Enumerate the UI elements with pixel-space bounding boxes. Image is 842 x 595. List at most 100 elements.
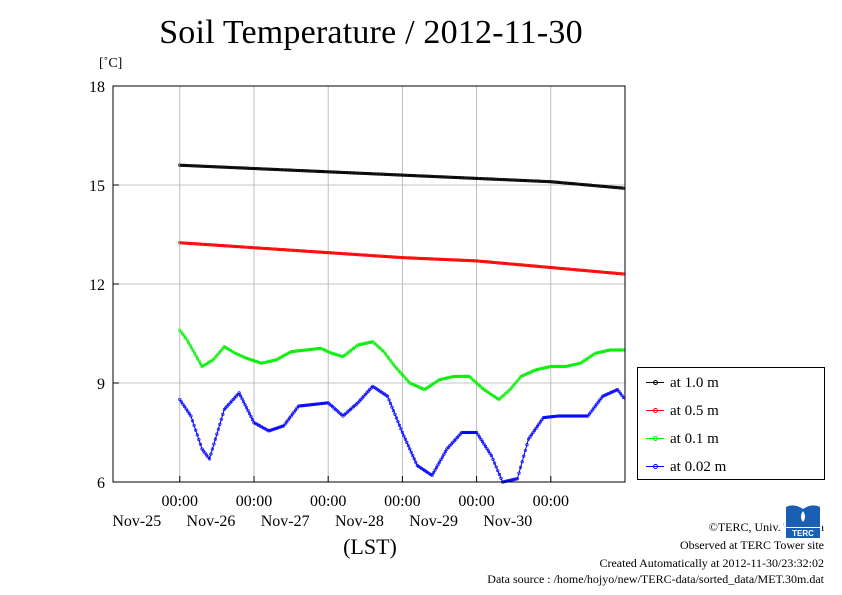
series-point bbox=[434, 257, 439, 261]
legend-label: at 0.5 m bbox=[670, 402, 719, 419]
series-point bbox=[338, 354, 342, 358]
series-point bbox=[494, 465, 498, 469]
series-point bbox=[391, 255, 395, 259]
series-point bbox=[536, 264, 541, 269]
series-point bbox=[532, 264, 536, 268]
legend-item: at 1.0 m bbox=[646, 373, 719, 393]
series-point bbox=[598, 184, 602, 188]
legend-item: at 0.5 m bbox=[646, 401, 719, 421]
series-point bbox=[564, 414, 568, 418]
series-point bbox=[618, 186, 622, 190]
series-point bbox=[595, 270, 599, 274]
series-point bbox=[577, 361, 581, 366]
series-point bbox=[567, 181, 571, 185]
series-point bbox=[577, 268, 581, 272]
series-point bbox=[474, 176, 479, 180]
series-point bbox=[204, 164, 208, 168]
series-point bbox=[260, 246, 264, 250]
series-point bbox=[592, 406, 596, 410]
x-tick-time-label: 00:00 bbox=[162, 493, 198, 510]
series-point bbox=[252, 359, 256, 363]
series-point bbox=[266, 167, 270, 171]
series-point bbox=[532, 428, 537, 433]
series-point bbox=[328, 350, 332, 355]
series-point bbox=[317, 169, 321, 173]
series-point bbox=[437, 460, 442, 464]
series-point bbox=[525, 443, 529, 447]
series-point bbox=[365, 341, 369, 345]
series-point bbox=[190, 419, 195, 423]
series-point bbox=[614, 388, 618, 392]
series-point bbox=[509, 386, 514, 390]
series-point bbox=[233, 166, 238, 170]
series-point bbox=[517, 471, 521, 475]
series-point bbox=[496, 261, 500, 265]
series-point bbox=[599, 350, 603, 354]
series-point bbox=[617, 186, 621, 190]
series-point bbox=[240, 166, 244, 170]
series-point bbox=[613, 348, 617, 352]
series-point bbox=[498, 177, 502, 182]
series-point bbox=[262, 360, 266, 365]
series-point bbox=[580, 414, 584, 418]
series-point bbox=[240, 397, 244, 401]
series-point bbox=[569, 267, 573, 271]
series-point bbox=[283, 248, 287, 252]
series-point bbox=[533, 264, 537, 268]
series-point bbox=[431, 257, 435, 261]
series-point bbox=[464, 430, 468, 435]
series-point bbox=[423, 174, 428, 178]
series-point bbox=[366, 341, 370, 345]
series-point bbox=[544, 415, 548, 419]
series-point bbox=[529, 179, 533, 183]
series-point bbox=[314, 347, 318, 351]
series-point bbox=[468, 176, 473, 180]
series-point bbox=[219, 165, 224, 169]
series-point bbox=[270, 167, 275, 171]
series-point bbox=[530, 179, 534, 183]
series-point bbox=[476, 259, 480, 263]
series-point bbox=[455, 374, 459, 379]
series-point bbox=[210, 165, 214, 169]
series-point bbox=[247, 166, 251, 170]
series-point bbox=[408, 173, 412, 178]
series-point bbox=[296, 349, 301, 353]
series-point bbox=[267, 359, 271, 364]
series-point bbox=[196, 242, 200, 246]
series-point bbox=[229, 244, 233, 248]
series-point bbox=[501, 261, 505, 265]
series-point bbox=[445, 175, 449, 179]
series-point bbox=[376, 254, 380, 258]
series-point bbox=[448, 375, 452, 379]
series-point bbox=[540, 366, 544, 371]
legend-item: at 0.1 m bbox=[646, 429, 719, 449]
series-point bbox=[608, 391, 612, 395]
series-point bbox=[413, 174, 417, 178]
x-tick-time-label: 00:00 bbox=[533, 493, 569, 510]
series-point bbox=[225, 346, 230, 351]
x-tick-date-label: Nov-28 bbox=[335, 513, 384, 530]
series-point bbox=[536, 179, 541, 183]
series-point bbox=[307, 348, 311, 352]
series-point bbox=[437, 378, 442, 382]
series-point bbox=[255, 246, 259, 250]
series-point bbox=[595, 351, 599, 355]
series-point bbox=[589, 183, 593, 187]
series-point bbox=[286, 418, 290, 422]
series-point bbox=[526, 437, 531, 441]
series-point bbox=[433, 257, 437, 261]
series-point bbox=[316, 347, 320, 351]
series-point bbox=[368, 172, 372, 176]
series-point bbox=[365, 253, 369, 257]
series-point bbox=[345, 171, 349, 175]
series-point bbox=[474, 430, 479, 435]
series-point bbox=[304, 249, 309, 253]
series-point bbox=[212, 243, 216, 247]
series-point bbox=[320, 401, 324, 406]
series-point bbox=[296, 404, 301, 408]
series-point bbox=[377, 254, 381, 258]
x-tick-time-label: 00:00 bbox=[458, 493, 494, 510]
series-point bbox=[315, 250, 319, 254]
series-point bbox=[575, 362, 580, 366]
series-point bbox=[411, 454, 415, 458]
